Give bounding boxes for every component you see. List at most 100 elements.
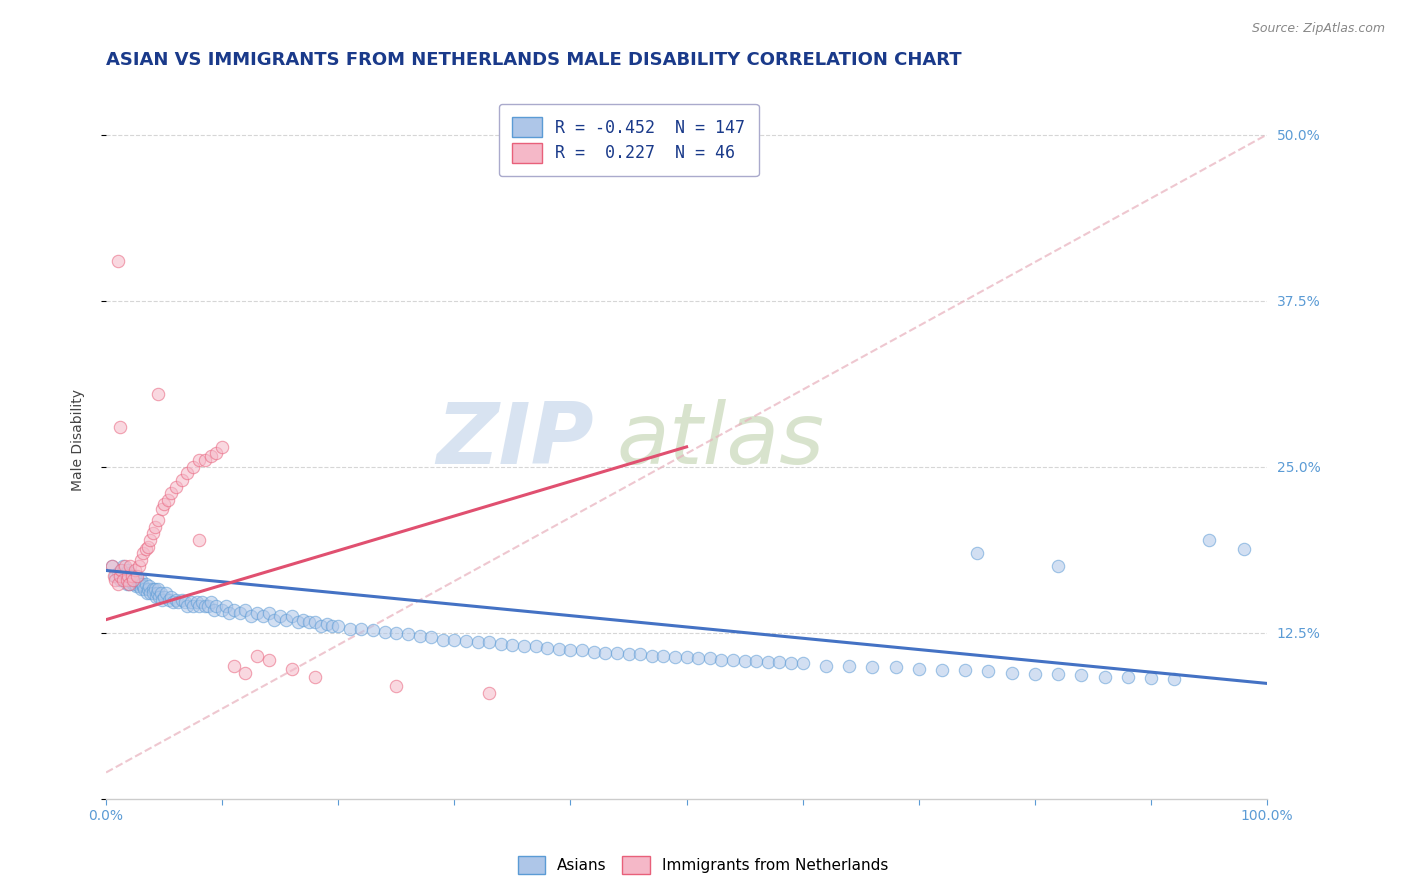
Point (721, 652, 744, 666)
Point (222, 659, 245, 673)
Point (156, 493, 179, 508)
Point (281, 608, 304, 623)
Point (139, 586, 162, 600)
Point (124, 576, 146, 591)
Point (188, 453, 211, 467)
Point (128, 559, 150, 574)
Point (582, 644, 605, 658)
Legend: R = -0.452  N = 147, R =  0.227  N = 46: R = -0.452 N = 147, R = 0.227 N = 46 (499, 104, 758, 176)
Point (143, 582, 166, 596)
Point (135, 586, 157, 600)
Point (101, 559, 124, 574)
Point (814, 659, 837, 673)
Point (628, 647, 651, 661)
Point (246, 606, 269, 620)
Point (202, 603, 225, 617)
Point (240, 608, 263, 623)
Point (118, 573, 141, 587)
Point (188, 599, 211, 614)
Point (304, 615, 326, 630)
Point (141, 586, 163, 600)
Point (141, 526, 163, 541)
Point (107, 576, 129, 591)
Point (150, 502, 173, 516)
Point (1140, 671, 1163, 685)
Point (408, 629, 430, 643)
Point (734, 654, 756, 668)
Point (112, 559, 135, 574)
Point (907, 662, 929, 676)
Point (235, 665, 257, 680)
Point (170, 592, 193, 607)
Point (1233, 542, 1256, 557)
Point (180, 595, 202, 609)
Point (374, 624, 396, 639)
Point (114, 559, 136, 574)
Point (1024, 667, 1046, 681)
Point (745, 654, 768, 668)
Point (274, 613, 297, 627)
Point (136, 582, 159, 596)
Point (309, 619, 332, 633)
Point (489, 636, 512, 650)
Point (127, 568, 149, 582)
Point (145, 590, 167, 604)
Point (595, 646, 617, 660)
Point (117, 564, 139, 578)
Point (1116, 670, 1139, 684)
Point (780, 657, 803, 671)
Point (121, 573, 143, 587)
Point (122, 573, 145, 587)
Point (197, 599, 219, 614)
Point (467, 635, 489, 649)
Point (361, 624, 384, 638)
Point (235, 603, 257, 617)
Point (149, 586, 172, 600)
Point (860, 660, 883, 674)
Point (128, 579, 150, 593)
Point (218, 606, 240, 620)
Point (792, 657, 814, 671)
Point (132, 579, 155, 593)
Point (112, 568, 135, 582)
Point (128, 576, 150, 591)
Point (104, 568, 127, 582)
Point (176, 599, 198, 614)
Point (281, 662, 304, 676)
Point (454, 633, 477, 648)
Point (129, 553, 152, 567)
Point (252, 608, 274, 623)
Point (838, 659, 860, 673)
Point (107, 566, 129, 581)
Point (547, 641, 569, 656)
Point (205, 446, 228, 460)
Point (664, 649, 686, 664)
Point (134, 582, 156, 596)
Point (108, 568, 131, 582)
Point (160, 486, 183, 500)
Text: ZIP: ZIP (436, 399, 593, 482)
Point (699, 651, 721, 665)
Point (160, 590, 183, 604)
Point (162, 595, 184, 609)
Point (191, 595, 214, 609)
Point (350, 622, 373, 636)
Point (120, 559, 142, 574)
Point (263, 613, 285, 627)
Point (121, 576, 143, 591)
Point (170, 473, 193, 487)
Point (513, 639, 536, 653)
Point (141, 582, 163, 596)
Point (132, 546, 155, 560)
Point (108, 420, 131, 434)
Point (478, 686, 501, 700)
Point (118, 576, 141, 591)
Point (146, 586, 169, 600)
Point (148, 582, 170, 596)
Point (287, 615, 309, 630)
Point (606, 646, 628, 660)
Point (135, 542, 157, 557)
Point (617, 647, 640, 661)
Point (321, 619, 343, 633)
Point (977, 665, 1000, 679)
